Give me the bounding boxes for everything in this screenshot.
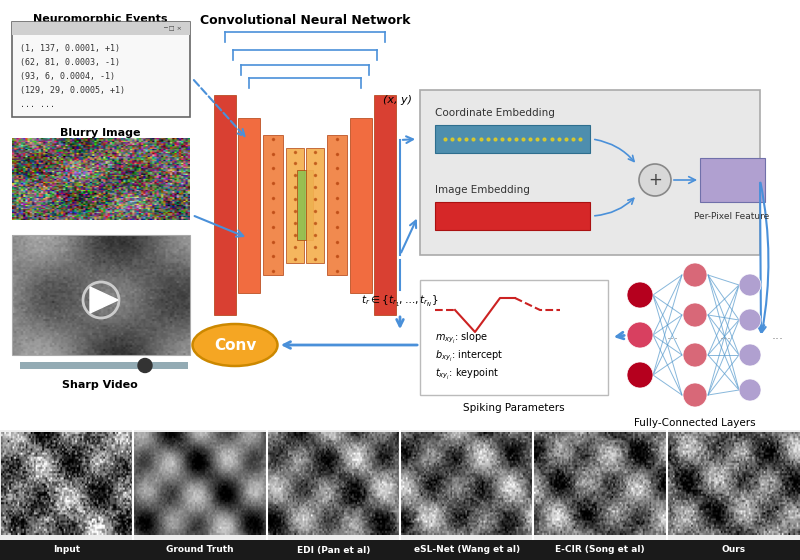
Text: EDI (Pan et al): EDI (Pan et al) xyxy=(297,545,370,554)
Text: Per-Pixel Feature: Per-Pixel Feature xyxy=(694,212,770,221)
Text: Sharp Video: Sharp Video xyxy=(62,380,138,390)
Bar xyxy=(435,125,590,153)
Circle shape xyxy=(627,362,653,388)
Text: $t_r \in \{t_{r_1},\ldots,t_{r_N}\}$: $t_r \in \{t_{r_1},\ldots,t_{r_N}\}$ xyxy=(362,294,438,309)
Bar xyxy=(20,362,188,369)
Bar xyxy=(420,90,760,255)
Text: (x, y): (x, y) xyxy=(383,95,412,105)
Polygon shape xyxy=(90,287,118,313)
Bar xyxy=(0,540,800,560)
Text: (93, 6, 0.0004, -1): (93, 6, 0.0004, -1) xyxy=(20,72,115,81)
Circle shape xyxy=(627,322,653,348)
Circle shape xyxy=(639,164,671,196)
Bar xyxy=(297,170,313,240)
Bar xyxy=(350,118,372,292)
Bar xyxy=(435,202,590,230)
Text: Blurry Image: Blurry Image xyxy=(60,128,140,138)
Circle shape xyxy=(138,358,152,372)
Circle shape xyxy=(739,274,761,296)
Text: Coordinate Embedding: Coordinate Embedding xyxy=(435,108,555,118)
Circle shape xyxy=(739,379,761,401)
Circle shape xyxy=(683,263,707,287)
Bar xyxy=(263,135,283,275)
Bar xyxy=(238,118,260,292)
Text: ...: ... xyxy=(772,329,784,342)
Bar xyxy=(420,280,608,395)
Bar xyxy=(214,95,236,315)
Text: $m_{xy_i}$: slope: $m_{xy_i}$: slope xyxy=(435,330,488,345)
Text: ─ □ ×: ─ □ × xyxy=(163,26,182,31)
Bar xyxy=(12,22,190,35)
Text: Ours: Ours xyxy=(722,545,746,554)
Bar xyxy=(306,147,324,263)
Circle shape xyxy=(627,282,653,308)
Text: $b_{xy_i}$: intercept: $b_{xy_i}$: intercept xyxy=(435,348,503,363)
Bar xyxy=(12,22,190,117)
Text: Neuromorphic Events: Neuromorphic Events xyxy=(33,14,167,24)
Text: (129, 29, 0.0005, +1): (129, 29, 0.0005, +1) xyxy=(20,86,125,95)
Text: (62, 81, 0.0003, -1): (62, 81, 0.0003, -1) xyxy=(20,58,120,67)
Text: Image Embedding: Image Embedding xyxy=(435,185,530,195)
Circle shape xyxy=(739,309,761,331)
Circle shape xyxy=(683,303,707,327)
Text: +: + xyxy=(648,171,662,189)
Text: Conv: Conv xyxy=(214,338,256,352)
Text: eSL-Net (Wang et al): eSL-Net (Wang et al) xyxy=(414,545,520,554)
Text: ...: ... xyxy=(720,329,732,342)
Circle shape xyxy=(683,343,707,367)
Bar xyxy=(0,430,800,540)
Text: Convolutional Neural Network: Convolutional Neural Network xyxy=(200,14,410,27)
Text: $t_{xy_i}$: keypoint: $t_{xy_i}$: keypoint xyxy=(435,366,499,381)
Text: (1, 137, 0.0001, +1): (1, 137, 0.0001, +1) xyxy=(20,44,120,53)
Bar xyxy=(327,135,347,275)
Text: Input: Input xyxy=(53,545,80,554)
Text: Ground Truth: Ground Truth xyxy=(166,545,234,554)
Bar xyxy=(374,95,396,315)
Text: ...: ... xyxy=(667,329,679,342)
Circle shape xyxy=(683,383,707,407)
Text: Fully-Connected Layers: Fully-Connected Layers xyxy=(634,418,756,428)
Circle shape xyxy=(739,344,761,366)
Bar xyxy=(286,147,304,263)
Text: ... ...: ... ... xyxy=(20,100,55,109)
Text: E-CIR (Song et al): E-CIR (Song et al) xyxy=(555,545,645,554)
Bar xyxy=(12,235,190,355)
Bar xyxy=(700,158,765,202)
Bar xyxy=(20,362,188,369)
Ellipse shape xyxy=(193,324,278,366)
Text: Spiking Parameters: Spiking Parameters xyxy=(463,403,565,413)
